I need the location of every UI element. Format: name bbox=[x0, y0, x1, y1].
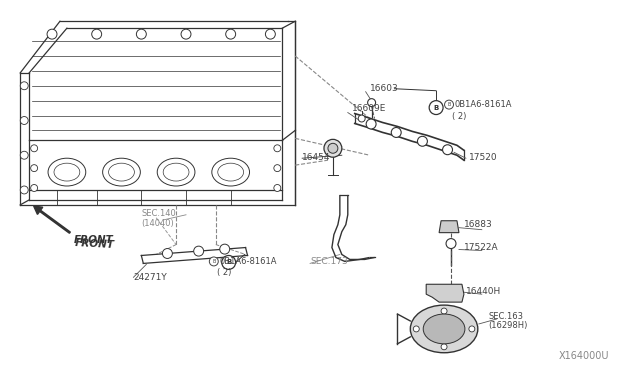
Circle shape bbox=[92, 29, 102, 39]
Text: 16603: 16603 bbox=[370, 84, 398, 93]
FancyArrow shape bbox=[34, 206, 70, 233]
Text: 24271Y: 24271Y bbox=[133, 273, 167, 282]
Text: B: B bbox=[226, 259, 231, 266]
Circle shape bbox=[446, 238, 456, 248]
Text: (16298H): (16298H) bbox=[489, 321, 528, 330]
Circle shape bbox=[209, 257, 218, 266]
Circle shape bbox=[220, 244, 230, 254]
Circle shape bbox=[31, 165, 38, 171]
Circle shape bbox=[469, 326, 475, 332]
Circle shape bbox=[358, 115, 365, 122]
Circle shape bbox=[274, 185, 281, 192]
Text: FRONT: FRONT bbox=[74, 235, 114, 245]
Polygon shape bbox=[426, 284, 464, 302]
Circle shape bbox=[328, 143, 338, 153]
Circle shape bbox=[367, 99, 376, 107]
Text: 17522A: 17522A bbox=[464, 243, 499, 252]
Circle shape bbox=[413, 326, 419, 332]
Circle shape bbox=[194, 246, 204, 256]
Text: 0B1A6-8161A: 0B1A6-8161A bbox=[455, 100, 513, 109]
Circle shape bbox=[443, 145, 452, 155]
Circle shape bbox=[20, 82, 28, 90]
Text: SEC.140: SEC.140 bbox=[141, 209, 176, 218]
Circle shape bbox=[31, 185, 38, 192]
Circle shape bbox=[136, 29, 147, 39]
Text: 17520: 17520 bbox=[469, 153, 497, 162]
Circle shape bbox=[429, 101, 443, 115]
Text: FRONT: FRONT bbox=[75, 238, 115, 250]
Text: B: B bbox=[212, 259, 216, 264]
Polygon shape bbox=[439, 221, 459, 232]
Text: 16454: 16454 bbox=[302, 153, 331, 162]
Text: 16883: 16883 bbox=[464, 220, 493, 229]
Circle shape bbox=[274, 145, 281, 152]
Ellipse shape bbox=[410, 305, 478, 353]
Text: 0B1A6-8161A: 0B1A6-8161A bbox=[220, 257, 277, 266]
Circle shape bbox=[20, 116, 28, 125]
Circle shape bbox=[47, 29, 57, 39]
Text: SEC.173: SEC.173 bbox=[310, 257, 348, 266]
Text: (14040): (14040) bbox=[141, 219, 174, 228]
Text: X164000U: X164000U bbox=[558, 351, 609, 361]
Circle shape bbox=[221, 256, 236, 269]
Circle shape bbox=[266, 29, 275, 39]
Circle shape bbox=[20, 151, 28, 159]
Circle shape bbox=[445, 100, 454, 109]
Circle shape bbox=[417, 136, 428, 146]
Circle shape bbox=[441, 344, 447, 350]
Text: 16440H: 16440H bbox=[466, 287, 501, 296]
Text: 16609E: 16609E bbox=[352, 104, 386, 113]
Circle shape bbox=[163, 248, 172, 259]
Circle shape bbox=[31, 145, 38, 152]
Text: B: B bbox=[447, 102, 451, 107]
Circle shape bbox=[274, 165, 281, 171]
Circle shape bbox=[226, 29, 236, 39]
Circle shape bbox=[181, 29, 191, 39]
Circle shape bbox=[441, 308, 447, 314]
Circle shape bbox=[391, 128, 401, 137]
Text: B: B bbox=[433, 105, 439, 110]
Text: ( 2): ( 2) bbox=[217, 268, 231, 277]
Circle shape bbox=[20, 186, 28, 194]
Ellipse shape bbox=[423, 314, 465, 344]
Text: SEC.163: SEC.163 bbox=[489, 311, 524, 321]
Circle shape bbox=[324, 140, 342, 157]
Circle shape bbox=[366, 119, 376, 129]
Text: ( 2): ( 2) bbox=[452, 112, 467, 121]
